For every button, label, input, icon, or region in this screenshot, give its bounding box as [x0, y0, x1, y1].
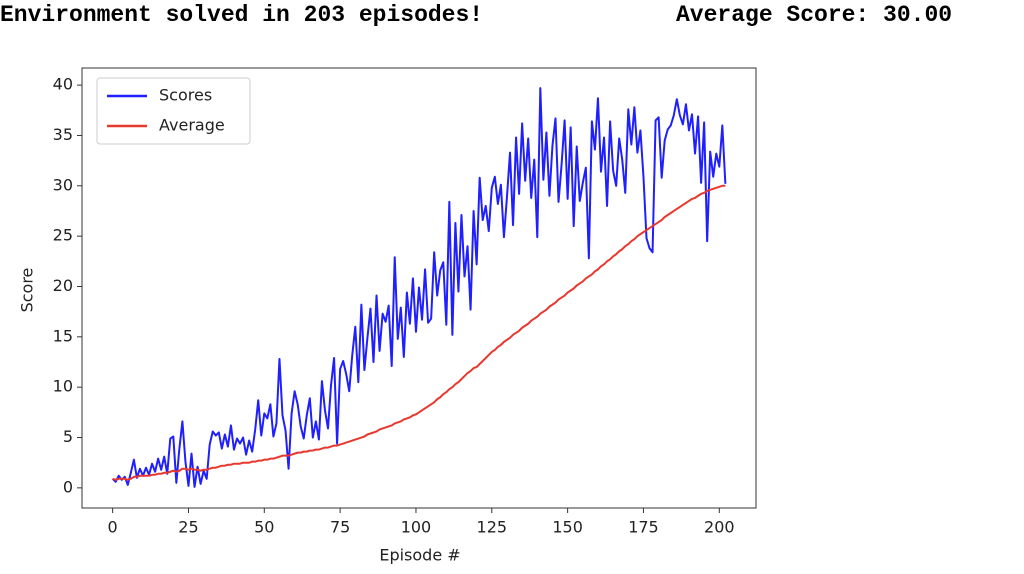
y-tick-label: 10	[53, 377, 73, 396]
output-message: Environment solved in 203 episodes!	[0, 2, 484, 28]
y-tick-label: 25	[53, 226, 73, 245]
x-axis-label: Episode #	[379, 546, 460, 565]
legend-label: Scores	[159, 86, 212, 105]
x-tick-label: 200	[704, 518, 735, 537]
y-tick-label: 0	[63, 477, 73, 496]
x-tick-label: 50	[254, 518, 274, 537]
x-tick-label: 0	[108, 518, 118, 537]
axes-frame	[81, 67, 757, 509]
y-tick-label: 35	[53, 125, 73, 144]
line-series	[112, 184, 726, 481]
y-tick-label: 40	[53, 75, 73, 94]
legend: Scores Average	[96, 77, 251, 145]
y-axis-label: Score	[18, 268, 37, 313]
line-series	[111, 87, 727, 488]
y-tick-label: 5	[63, 427, 73, 446]
x-tick-label: 100	[401, 518, 432, 537]
x-tick-label: 25	[178, 518, 198, 537]
x-tick-label: 125	[477, 518, 508, 537]
x-tick-label: 150	[552, 518, 583, 537]
y-tick-label: 20	[53, 276, 73, 295]
legend-box	[96, 77, 251, 145]
y-tick-label: 30	[53, 175, 73, 194]
x-tick-label: 175	[628, 518, 659, 537]
x-tick-label: 75	[330, 518, 350, 537]
output-average: Average Score: 30.00	[676, 2, 953, 28]
legend-label: Average	[159, 116, 225, 135]
y-tick-label: 15	[53, 326, 73, 345]
